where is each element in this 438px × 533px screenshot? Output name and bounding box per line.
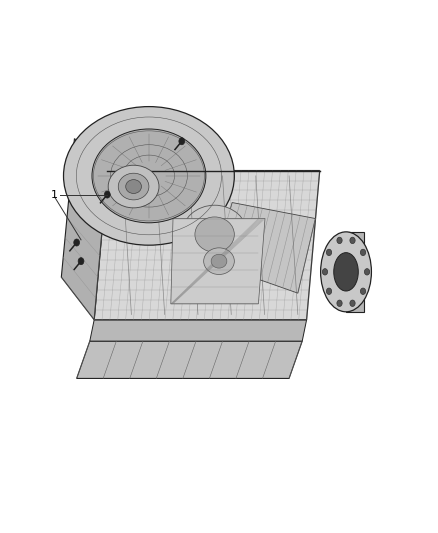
Ellipse shape bbox=[108, 165, 159, 208]
Ellipse shape bbox=[364, 269, 370, 275]
Polygon shape bbox=[90, 320, 307, 341]
Ellipse shape bbox=[322, 269, 328, 275]
Ellipse shape bbox=[334, 253, 358, 291]
Polygon shape bbox=[346, 232, 364, 312]
Ellipse shape bbox=[360, 249, 366, 256]
Circle shape bbox=[74, 239, 80, 246]
Ellipse shape bbox=[337, 300, 342, 306]
Ellipse shape bbox=[64, 107, 234, 245]
Circle shape bbox=[104, 191, 110, 198]
Polygon shape bbox=[61, 139, 107, 320]
Ellipse shape bbox=[204, 248, 234, 274]
Polygon shape bbox=[77, 341, 302, 378]
Ellipse shape bbox=[211, 254, 227, 268]
Ellipse shape bbox=[350, 237, 355, 244]
Polygon shape bbox=[94, 171, 320, 320]
Ellipse shape bbox=[195, 217, 234, 252]
Ellipse shape bbox=[326, 249, 332, 256]
Ellipse shape bbox=[118, 173, 149, 200]
Polygon shape bbox=[171, 219, 265, 304]
Ellipse shape bbox=[337, 237, 342, 244]
Ellipse shape bbox=[182, 205, 247, 264]
Ellipse shape bbox=[360, 288, 366, 294]
Ellipse shape bbox=[326, 288, 332, 294]
Ellipse shape bbox=[350, 300, 355, 306]
Ellipse shape bbox=[126, 180, 141, 193]
Polygon shape bbox=[215, 203, 315, 293]
Ellipse shape bbox=[321, 232, 371, 312]
Ellipse shape bbox=[92, 129, 206, 223]
Text: 1: 1 bbox=[50, 190, 57, 199]
Circle shape bbox=[179, 138, 185, 145]
Circle shape bbox=[78, 257, 84, 265]
